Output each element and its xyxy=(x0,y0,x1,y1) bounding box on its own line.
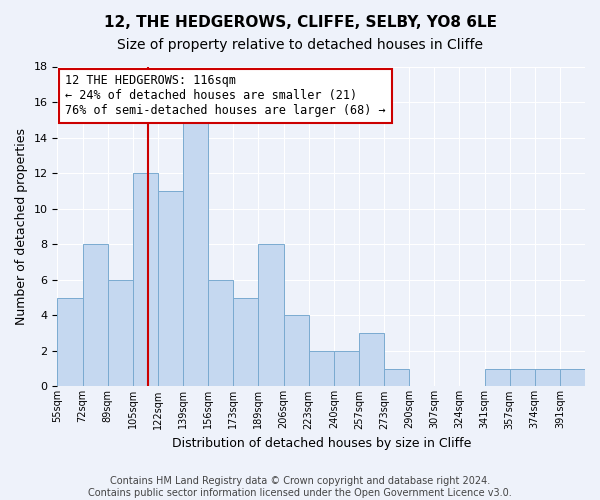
Bar xyxy=(359,333,384,386)
Bar xyxy=(183,120,208,386)
Bar xyxy=(133,173,158,386)
Bar xyxy=(58,298,83,386)
Bar xyxy=(560,368,585,386)
Bar xyxy=(535,368,560,386)
Bar xyxy=(509,368,535,386)
Text: Contains HM Land Registry data © Crown copyright and database right 2024.
Contai: Contains HM Land Registry data © Crown c… xyxy=(88,476,512,498)
Bar xyxy=(334,351,359,386)
Bar xyxy=(107,280,133,386)
Bar xyxy=(208,280,233,386)
Bar xyxy=(259,244,284,386)
Bar xyxy=(233,298,259,386)
Bar xyxy=(83,244,107,386)
Text: 12 THE HEDGEROWS: 116sqm
← 24% of detached houses are smaller (21)
76% of semi-d: 12 THE HEDGEROWS: 116sqm ← 24% of detach… xyxy=(65,74,386,118)
X-axis label: Distribution of detached houses by size in Cliffe: Distribution of detached houses by size … xyxy=(172,437,471,450)
Bar xyxy=(158,191,183,386)
Bar xyxy=(384,368,409,386)
Text: Size of property relative to detached houses in Cliffe: Size of property relative to detached ho… xyxy=(117,38,483,52)
Y-axis label: Number of detached properties: Number of detached properties xyxy=(15,128,28,325)
Bar xyxy=(485,368,509,386)
Text: 12, THE HEDGEROWS, CLIFFE, SELBY, YO8 6LE: 12, THE HEDGEROWS, CLIFFE, SELBY, YO8 6L… xyxy=(104,15,497,30)
Bar xyxy=(308,351,334,386)
Bar xyxy=(284,316,308,386)
